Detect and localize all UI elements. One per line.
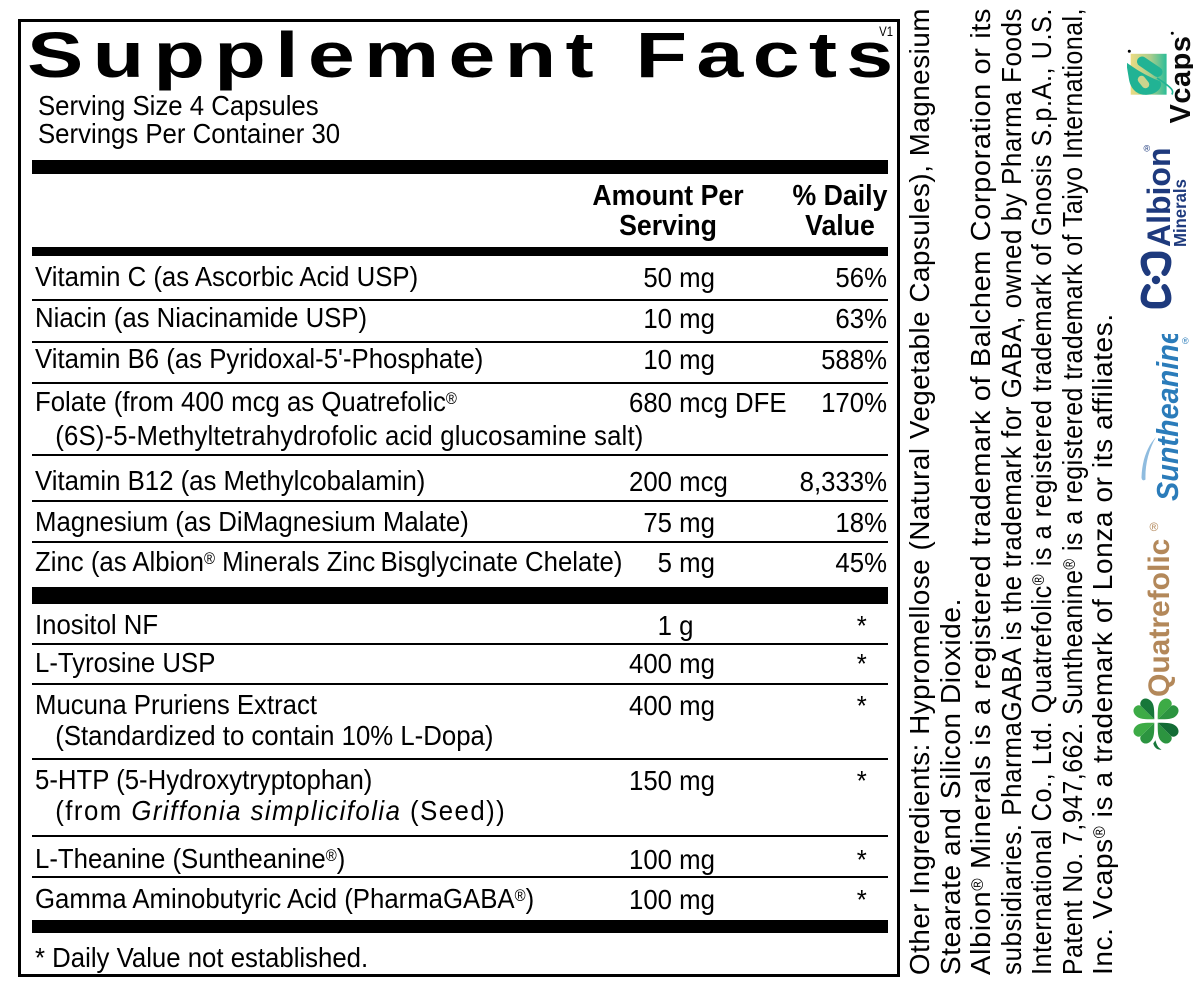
svg-text:®: ® bbox=[1144, 144, 1151, 154]
svg-text:®: ® bbox=[1150, 520, 1159, 534]
svg-text:Minerals: Minerals bbox=[1169, 179, 1190, 247]
svg-text:Vcaps: Vcaps bbox=[1165, 36, 1193, 124]
svg-text:Quatrefolic: Quatrefolic bbox=[1143, 539, 1176, 697]
svg-text:Suntheanine: Suntheanine bbox=[1151, 334, 1185, 501]
svg-text:Albion: Albion bbox=[1141, 147, 1177, 247]
svg-text:®: ® bbox=[1182, 336, 1189, 346]
